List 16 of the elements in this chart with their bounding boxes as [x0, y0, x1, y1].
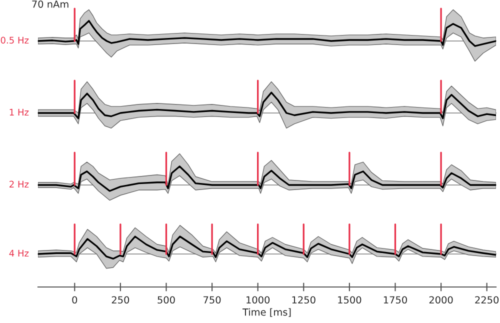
- x-tick-label: 2250: [475, 296, 499, 304]
- y-axis-title: 0.5 Hz: [0, 36, 29, 44]
- text: 70 nAm: [32, 0, 68, 8]
- x-tick-label: 0: [72, 296, 78, 304]
- y-axis-title: 2 Hz: [10, 180, 29, 188]
- x-axis-title: Time [ms]: [242, 308, 291, 317]
- y-axis-title: 4 Hz: [9, 250, 29, 256]
- x-tick-label: 250: [112, 296, 130, 304]
- x-tick-label: 1500: [338, 296, 362, 304]
- x-tick-label: 750: [204, 296, 221, 304]
- x-tick-label: 500: [158, 296, 175, 304]
- x-tick-label: 2000: [429, 296, 453, 304]
- y-axis-title: 1 Hz: [10, 108, 29, 116]
- x-tick-label: 1000: [246, 296, 270, 304]
- x-tick-label: 1250: [292, 296, 316, 304]
- x-tick-label: 1750: [384, 296, 407, 304]
